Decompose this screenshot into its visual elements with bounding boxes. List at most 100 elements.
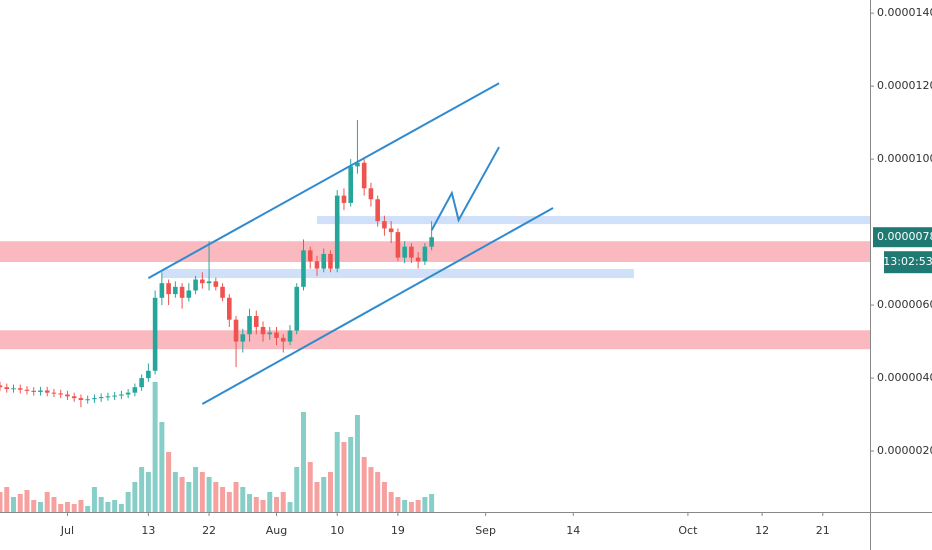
zone (0, 241, 870, 263)
volume-bar (287, 502, 293, 512)
candle-body (355, 162, 360, 167)
y-tick-label: 0.00001400 (877, 6, 932, 19)
candle-body (132, 387, 138, 393)
volume-bar (58, 504, 64, 512)
countdown-label: 13:02:53 (883, 255, 932, 268)
volume-bar (85, 506, 91, 512)
candle-body (51, 392, 57, 394)
candle-body (375, 199, 380, 222)
volume-bar (260, 500, 266, 512)
candle-body (240, 334, 246, 342)
candle-body (314, 261, 320, 269)
y-tick-label: 0.00000200 (877, 444, 932, 457)
candle-body (341, 195, 347, 203)
candle-body (173, 286, 178, 295)
candle-body (146, 370, 151, 379)
volume-bar (132, 482, 138, 512)
candle-body (267, 332, 273, 335)
volume-bar (4, 487, 10, 512)
volume-bar (294, 467, 300, 512)
candle-body (415, 257, 421, 262)
volume-bar (24, 490, 30, 512)
candle-body (287, 330, 293, 342)
x-tick-label: 13 (141, 524, 155, 537)
candle-body (71, 396, 77, 399)
candle-body (233, 319, 239, 342)
volume-bar (139, 467, 145, 512)
candle-body (98, 397, 104, 399)
volume-bar (280, 492, 286, 512)
volume-bar (408, 502, 414, 512)
volume-bar (17, 494, 23, 512)
candle-body (253, 316, 259, 327)
volume-bar (91, 487, 97, 512)
volume-bar (314, 482, 320, 512)
volume-bar (395, 497, 401, 512)
x-tick-label: Oct (678, 524, 698, 537)
y-tick-label: 0.00000400 (877, 371, 932, 384)
candle-body (429, 237, 434, 247)
y-tick-label: 0.00000600 (877, 298, 932, 311)
y-tick-label: 0.00001200 (877, 79, 932, 92)
volume-bar (98, 497, 104, 512)
volume-bar (220, 487, 226, 512)
candle-body (200, 279, 205, 284)
volume-bar (206, 477, 212, 512)
last-price-label: 0.00000786 (877, 230, 932, 243)
x-tick-label: Sep (475, 524, 496, 537)
countdown-box (884, 251, 932, 274)
candle-body (85, 399, 90, 401)
volume-bar (375, 472, 381, 512)
candle-body (24, 389, 30, 391)
candle-body (280, 337, 286, 342)
candle-body (409, 246, 414, 258)
volume-bar (422, 497, 428, 512)
candle-body (395, 232, 401, 258)
candle-body (92, 398, 97, 400)
volume-bar (152, 382, 158, 512)
volume-bar (334, 432, 340, 512)
volume-bar (388, 492, 394, 512)
volume-bar (179, 477, 185, 512)
candle-body (78, 398, 84, 400)
candle-body (307, 250, 313, 262)
volume-bar (233, 482, 239, 512)
volume-bar (226, 492, 232, 512)
candle-body (334, 195, 340, 269)
volume-bar (31, 500, 37, 512)
candle-body (58, 393, 63, 395)
trend-line (430, 146, 500, 231)
candle-body (17, 388, 23, 390)
volume-bar (0, 492, 3, 512)
volume-bar (429, 494, 435, 512)
volume-bar (105, 502, 111, 512)
candle-body (4, 387, 10, 390)
volume-bar (253, 497, 259, 512)
volume-bar (361, 457, 367, 512)
x-tick-label: Aug (266, 524, 287, 537)
volume-bar (247, 494, 253, 512)
volume-bar (327, 472, 333, 512)
candle-body (260, 326, 266, 335)
candle-body (166, 283, 171, 295)
candle-body (105, 396, 111, 398)
candle-body (422, 246, 428, 262)
last-price-box (873, 227, 932, 248)
volume-bar (307, 462, 313, 512)
volume-bar (402, 500, 408, 512)
volume-bar (240, 487, 246, 512)
plot-layer (0, 82, 870, 512)
zone (0, 330, 870, 350)
candle-body (152, 297, 158, 371)
trend-line (201, 207, 554, 405)
volume-bar (10, 497, 16, 512)
volume-bar (64, 502, 70, 512)
volume-bar (125, 492, 131, 512)
candle-body (247, 316, 252, 335)
x-tick-label: 19 (391, 524, 405, 537)
zone (316, 216, 870, 225)
candle-body (44, 390, 50, 393)
x-tick-label: 12 (755, 524, 769, 537)
candle-body (206, 281, 212, 284)
